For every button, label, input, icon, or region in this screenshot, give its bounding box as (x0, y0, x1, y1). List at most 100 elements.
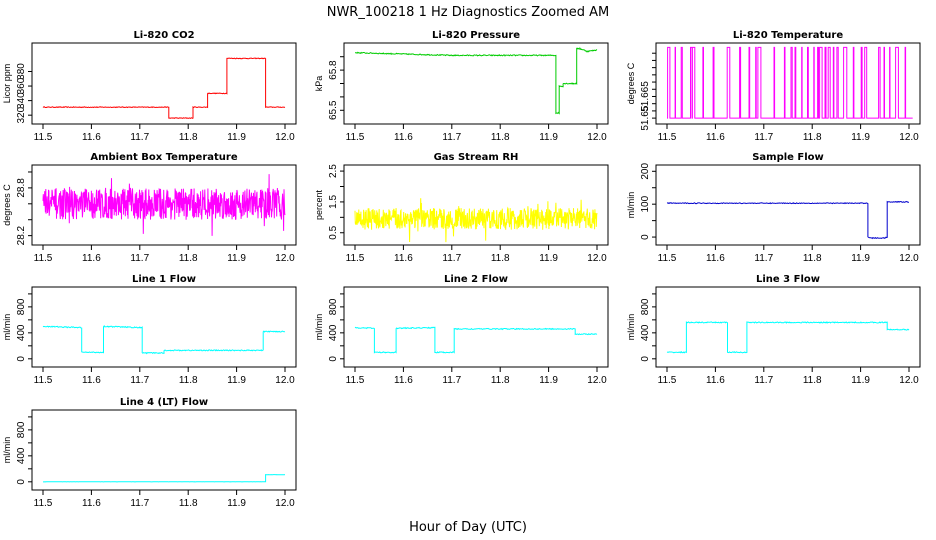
x-tick-label: 11.7 (130, 253, 149, 264)
y-tick-label: 0 (640, 234, 651, 240)
panel-title: Ambient Box Temperature (90, 152, 237, 163)
plot-frame (655, 286, 921, 368)
figure-xlabel: Hour of Day (UTC) (409, 520, 527, 535)
x-tick-label: 11.6 (706, 375, 725, 386)
x-tick-label: 11.9 (539, 253, 558, 264)
x-tick-label: 11.7 (754, 132, 773, 143)
series-line (42, 57, 286, 120)
x-tick-label: 11.9 (227, 132, 246, 143)
series-line (42, 174, 286, 236)
x-tick-label: 11.9 (539, 375, 558, 386)
y-tick-label: 800 (16, 298, 27, 315)
x-tick-label: 12.0 (587, 132, 607, 143)
panel-title: Line 3 Flow (756, 274, 820, 285)
x-tick-label: 11.5 (34, 375, 53, 386)
y-axis-label: Licor ppm (2, 64, 12, 104)
panel-title: Sample Flow (752, 152, 824, 163)
panel-1: Li-820 Pressure kPa 11.5 11.6 11.7 11.8 11.9 12… (314, 30, 609, 143)
y-tick-label: 28.2 (16, 225, 27, 245)
y-tick-label: 800 (328, 298, 339, 315)
y-axis-label: degrees C (626, 62, 636, 104)
x-tick-label: 12.0 (587, 253, 607, 264)
x-tick-label: 12.0 (587, 375, 607, 386)
y-tick-label: 400 (328, 324, 339, 341)
y-tick-label: 0 (16, 356, 27, 362)
y-axis-label: kPa (314, 76, 324, 92)
x-tick-label: 11.9 (851, 132, 870, 143)
x-tick-label: 11.6 (706, 253, 725, 264)
y-tick-label: 0 (640, 356, 651, 362)
x-tick-label: 11.7 (754, 375, 773, 386)
y-axis-label: ml/min (626, 192, 636, 219)
panel-title: Line 2 Flow (444, 274, 508, 285)
series-line (355, 46, 598, 115)
y-tick-label: 320 (16, 106, 27, 123)
plot-frame (655, 42, 921, 125)
y-tick-label: 0 (16, 479, 27, 485)
x-tick-label: 11.5 (34, 253, 53, 264)
y-axis-label: ml/min (626, 314, 636, 341)
x-tick-label: 11.6 (394, 375, 413, 386)
x-tick-label: 12.0 (275, 375, 295, 386)
panel-5: Sample Flow ml/min 11.5 11.6 11.7 11.8 11.9 12.… (626, 152, 921, 264)
x-tick-label: 12.0 (275, 498, 295, 509)
series-line (42, 325, 286, 355)
y-tick-label: 400 (16, 447, 27, 464)
x-tick-label: 11.9 (539, 132, 558, 143)
panel-8: Line 3 Flow ml/min 11.5 11.6 11.7 11.8 11.9 12.… (626, 274, 921, 386)
x-tick-label: 11.8 (491, 132, 510, 143)
y-tick-label: 1.5 (328, 195, 339, 209)
x-tick-label: 11.5 (658, 375, 677, 386)
panel-4: Gas Stream RH percent 11.5 11.6 11.7 11.8 11.9… (314, 152, 609, 264)
x-tick-label: 11.8 (179, 498, 198, 509)
x-tick-label: 11.9 (851, 375, 870, 386)
series-line (666, 200, 909, 240)
x-tick-label: 12.0 (899, 375, 919, 386)
x-tick-label: 12.0 (275, 253, 295, 264)
plot-frame (343, 286, 609, 368)
x-tick-label: 12.0 (899, 132, 919, 143)
x-tick-label: 11.7 (130, 498, 149, 509)
x-tick-label: 11.6 (394, 132, 413, 143)
panel-2: Li-820 Temperature degrees C 11.5 11.6 11.7 1… (626, 30, 921, 143)
plot-frame (31, 409, 297, 491)
y-tick-label: 0.5 (328, 225, 339, 239)
y-tick-label: 100 (640, 195, 651, 212)
x-tick-label: 11.9 (227, 498, 246, 509)
y-tick-label: 28.8 (16, 178, 27, 198)
series-line (666, 321, 910, 354)
y-tick-label: 200 (640, 163, 651, 180)
y-tick-label: 400 (640, 324, 651, 341)
y-tick-label: 2.5 (328, 164, 339, 178)
panel-title: Li-820 CO2 (133, 30, 194, 41)
panel-7: Line 2 Flow ml/min 11.5 11.6 11.7 11.8 11.9 12.… (314, 274, 609, 386)
x-tick-label: 11.8 (491, 375, 510, 386)
x-tick-label: 11.8 (803, 375, 822, 386)
x-tick-label: 11.8 (491, 253, 510, 264)
x-tick-label: 11.7 (754, 253, 773, 264)
x-tick-label: 11.6 (82, 253, 101, 264)
x-tick-label: 11.5 (34, 498, 53, 509)
x-tick-label: 11.8 (803, 132, 822, 143)
x-tick-label: 11.6 (394, 253, 413, 264)
y-tick-label: 51.65 (640, 105, 651, 130)
series-line (354, 198, 598, 243)
x-tick-label: 11.8 (179, 375, 198, 386)
panel-title: Li-820 Temperature (733, 30, 843, 41)
y-tick-label: 380 (16, 63, 27, 80)
x-tick-label: 11.5 (34, 132, 53, 143)
figure-title: NWR_100218 1 Hz Diagnostics Zoomed AM (327, 5, 610, 20)
series-line (354, 326, 598, 354)
x-tick-label: 11.6 (82, 132, 101, 143)
series-line (43, 474, 286, 483)
y-tick-label: 400 (16, 324, 27, 341)
x-tick-label: 11.9 (227, 375, 246, 386)
x-tick-label: 11.8 (803, 253, 822, 264)
x-tick-label: 11.6 (82, 375, 101, 386)
plot-frame (31, 286, 297, 368)
y-tick-label: 0 (328, 356, 339, 362)
x-tick-label: 11.8 (179, 253, 198, 264)
y-axis-label: ml/min (2, 437, 12, 464)
x-tick-label: 11.6 (82, 498, 101, 509)
